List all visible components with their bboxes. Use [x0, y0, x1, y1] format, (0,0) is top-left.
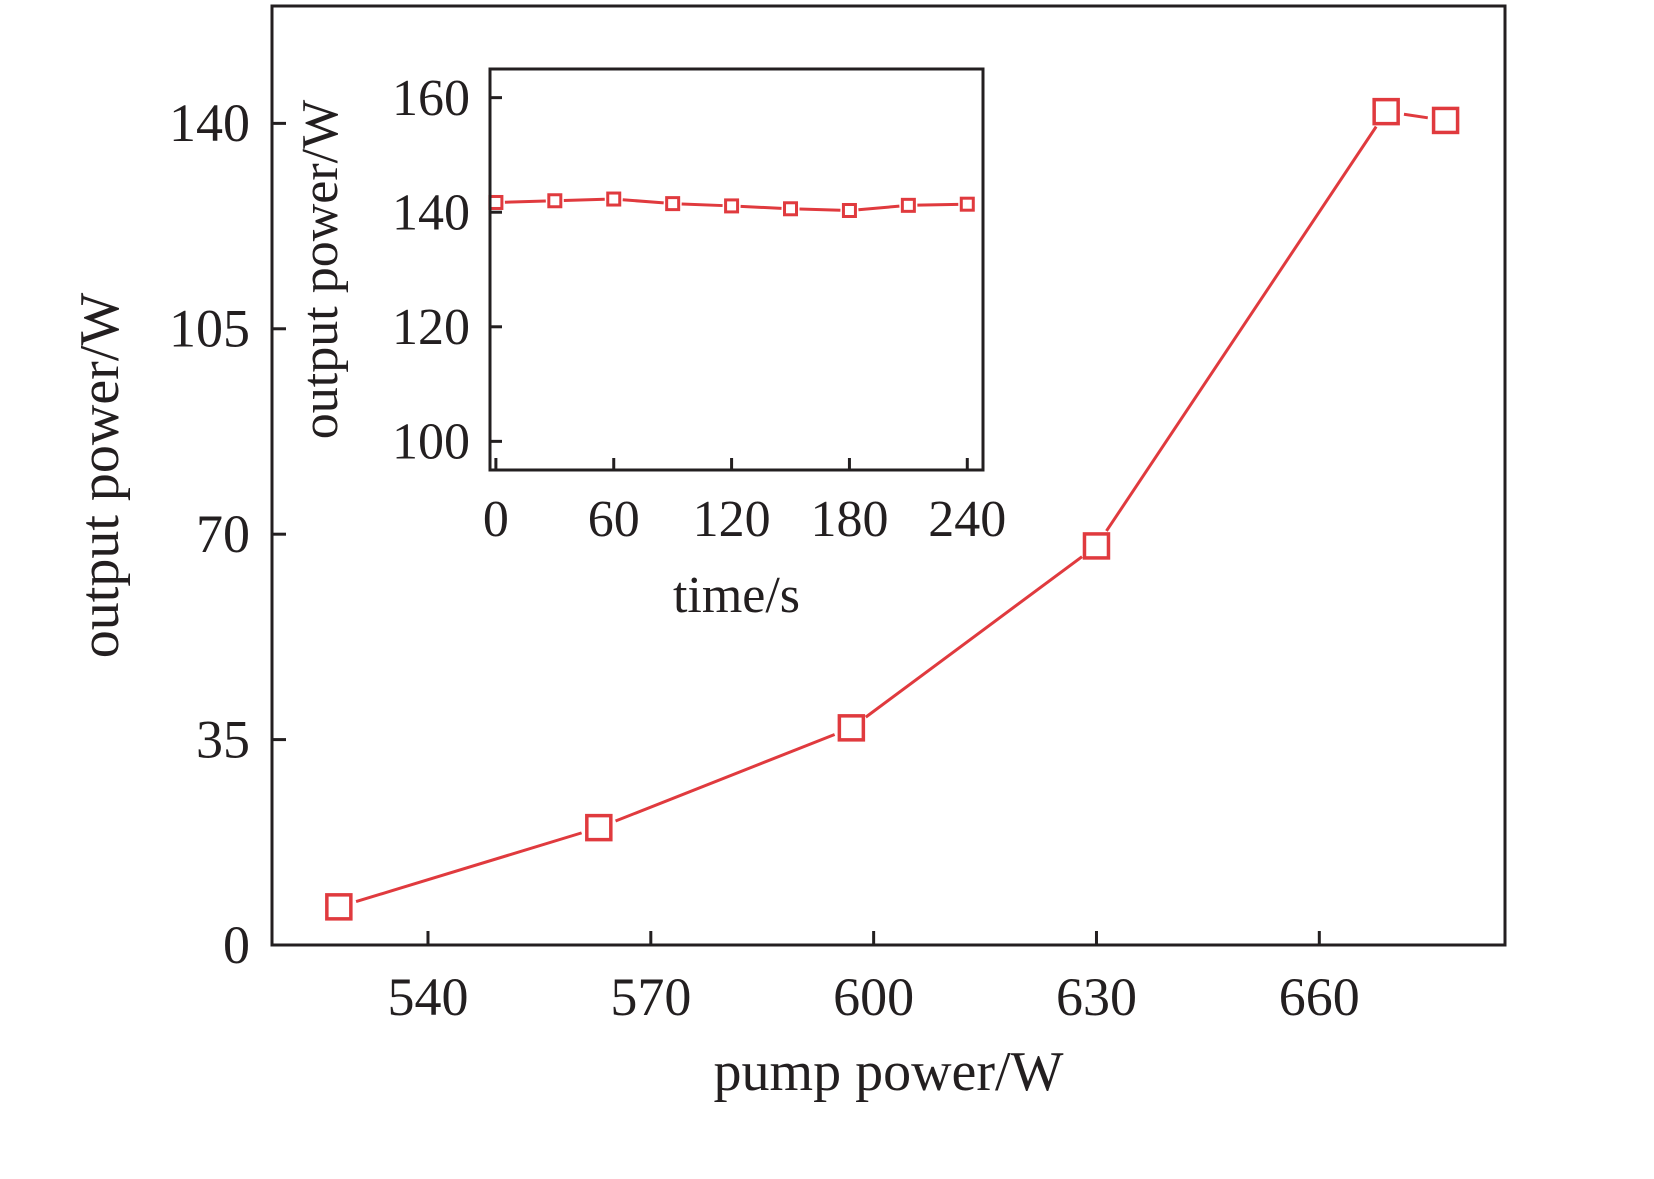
main-data-point-marker — [1372, 97, 1400, 126]
inset-data-point-marker — [841, 202, 857, 218]
inset-plot: 0 60 120 180 240 100 120 140 160 time/s output pow… — [292, 67, 1006, 624]
main-y-tick-label: 70 — [196, 504, 250, 564]
inset-x-tick-label: 120 — [693, 491, 771, 548]
main-data-point-marker — [1082, 532, 1111, 560]
inset-y-tick-label: 120 — [392, 299, 470, 356]
inset-y-tick-label: 160 — [392, 70, 470, 127]
inset-x-tick-label: 0 — [483, 491, 509, 548]
main-data-point-marker — [1431, 106, 1460, 135]
inset-y-axis-label: output power/W — [292, 100, 349, 439]
inset-data-point-marker — [783, 201, 799, 217]
inset-data-point-marker — [547, 193, 563, 209]
inset-plot-background — [490, 69, 983, 470]
inset-data-point-marker — [724, 198, 740, 214]
main-series-line-segment — [1403, 112, 1428, 120]
main-x-tick-label: 630 — [1056, 967, 1137, 1027]
main-x-tick-label: 600 — [833, 967, 914, 1027]
inset-series-line-segment — [740, 204, 782, 210]
main-series-line-segment — [355, 831, 583, 904]
inset-x-tick-label: 180 — [810, 491, 888, 548]
main-y-tick-label: 0 — [223, 915, 250, 975]
inset-data-point-marker — [959, 196, 975, 212]
inset-x-axis-label: time/s — [673, 567, 800, 624]
main-data-point-marker — [837, 714, 866, 742]
inset-series-line-segment — [799, 207, 841, 212]
inset-plot-frame — [488, 67, 985, 472]
main-series-line-segment — [615, 733, 836, 823]
inset-x-tick-label: 60 — [588, 491, 640, 548]
inset-data-point-marker — [665, 196, 681, 212]
main-series-line-segment — [864, 555, 1083, 719]
inset-series-line-segment — [622, 198, 664, 205]
inset-y-tick-label: 100 — [392, 414, 470, 471]
inset-data-point-marker — [606, 191, 622, 207]
inset-x-tick-label: 240 — [928, 491, 1006, 548]
main-y-tick-label: 105 — [169, 299, 250, 359]
main-y-axis-label: output power/W — [69, 293, 131, 659]
inset-series-line-segment — [681, 202, 723, 208]
main-x-axis-label: pump power/W — [714, 1041, 1064, 1103]
main-data-point-marker — [585, 813, 613, 842]
inset-series-line-segment — [504, 199, 546, 204]
main-y-tick-label: 140 — [169, 93, 250, 153]
inset-y-tick-label: 140 — [392, 184, 470, 241]
inset-series-line-segment — [858, 204, 900, 212]
inset-series-line-segment — [917, 202, 959, 207]
main-series-line-segment — [1105, 125, 1378, 532]
main-data-point-marker — [325, 893, 353, 921]
main-x-tick-label: 540 — [387, 967, 468, 1027]
inset-data-point-marker — [488, 194, 504, 210]
inset-series-line-segment — [563, 197, 605, 202]
main-x-tick-label: 660 — [1279, 967, 1360, 1027]
main-y-tick-label: 35 — [196, 709, 250, 769]
main-x-tick-label: 570 — [610, 967, 691, 1027]
inset-data-point-marker — [900, 197, 916, 213]
main-plot-frame — [270, 4, 1507, 947]
